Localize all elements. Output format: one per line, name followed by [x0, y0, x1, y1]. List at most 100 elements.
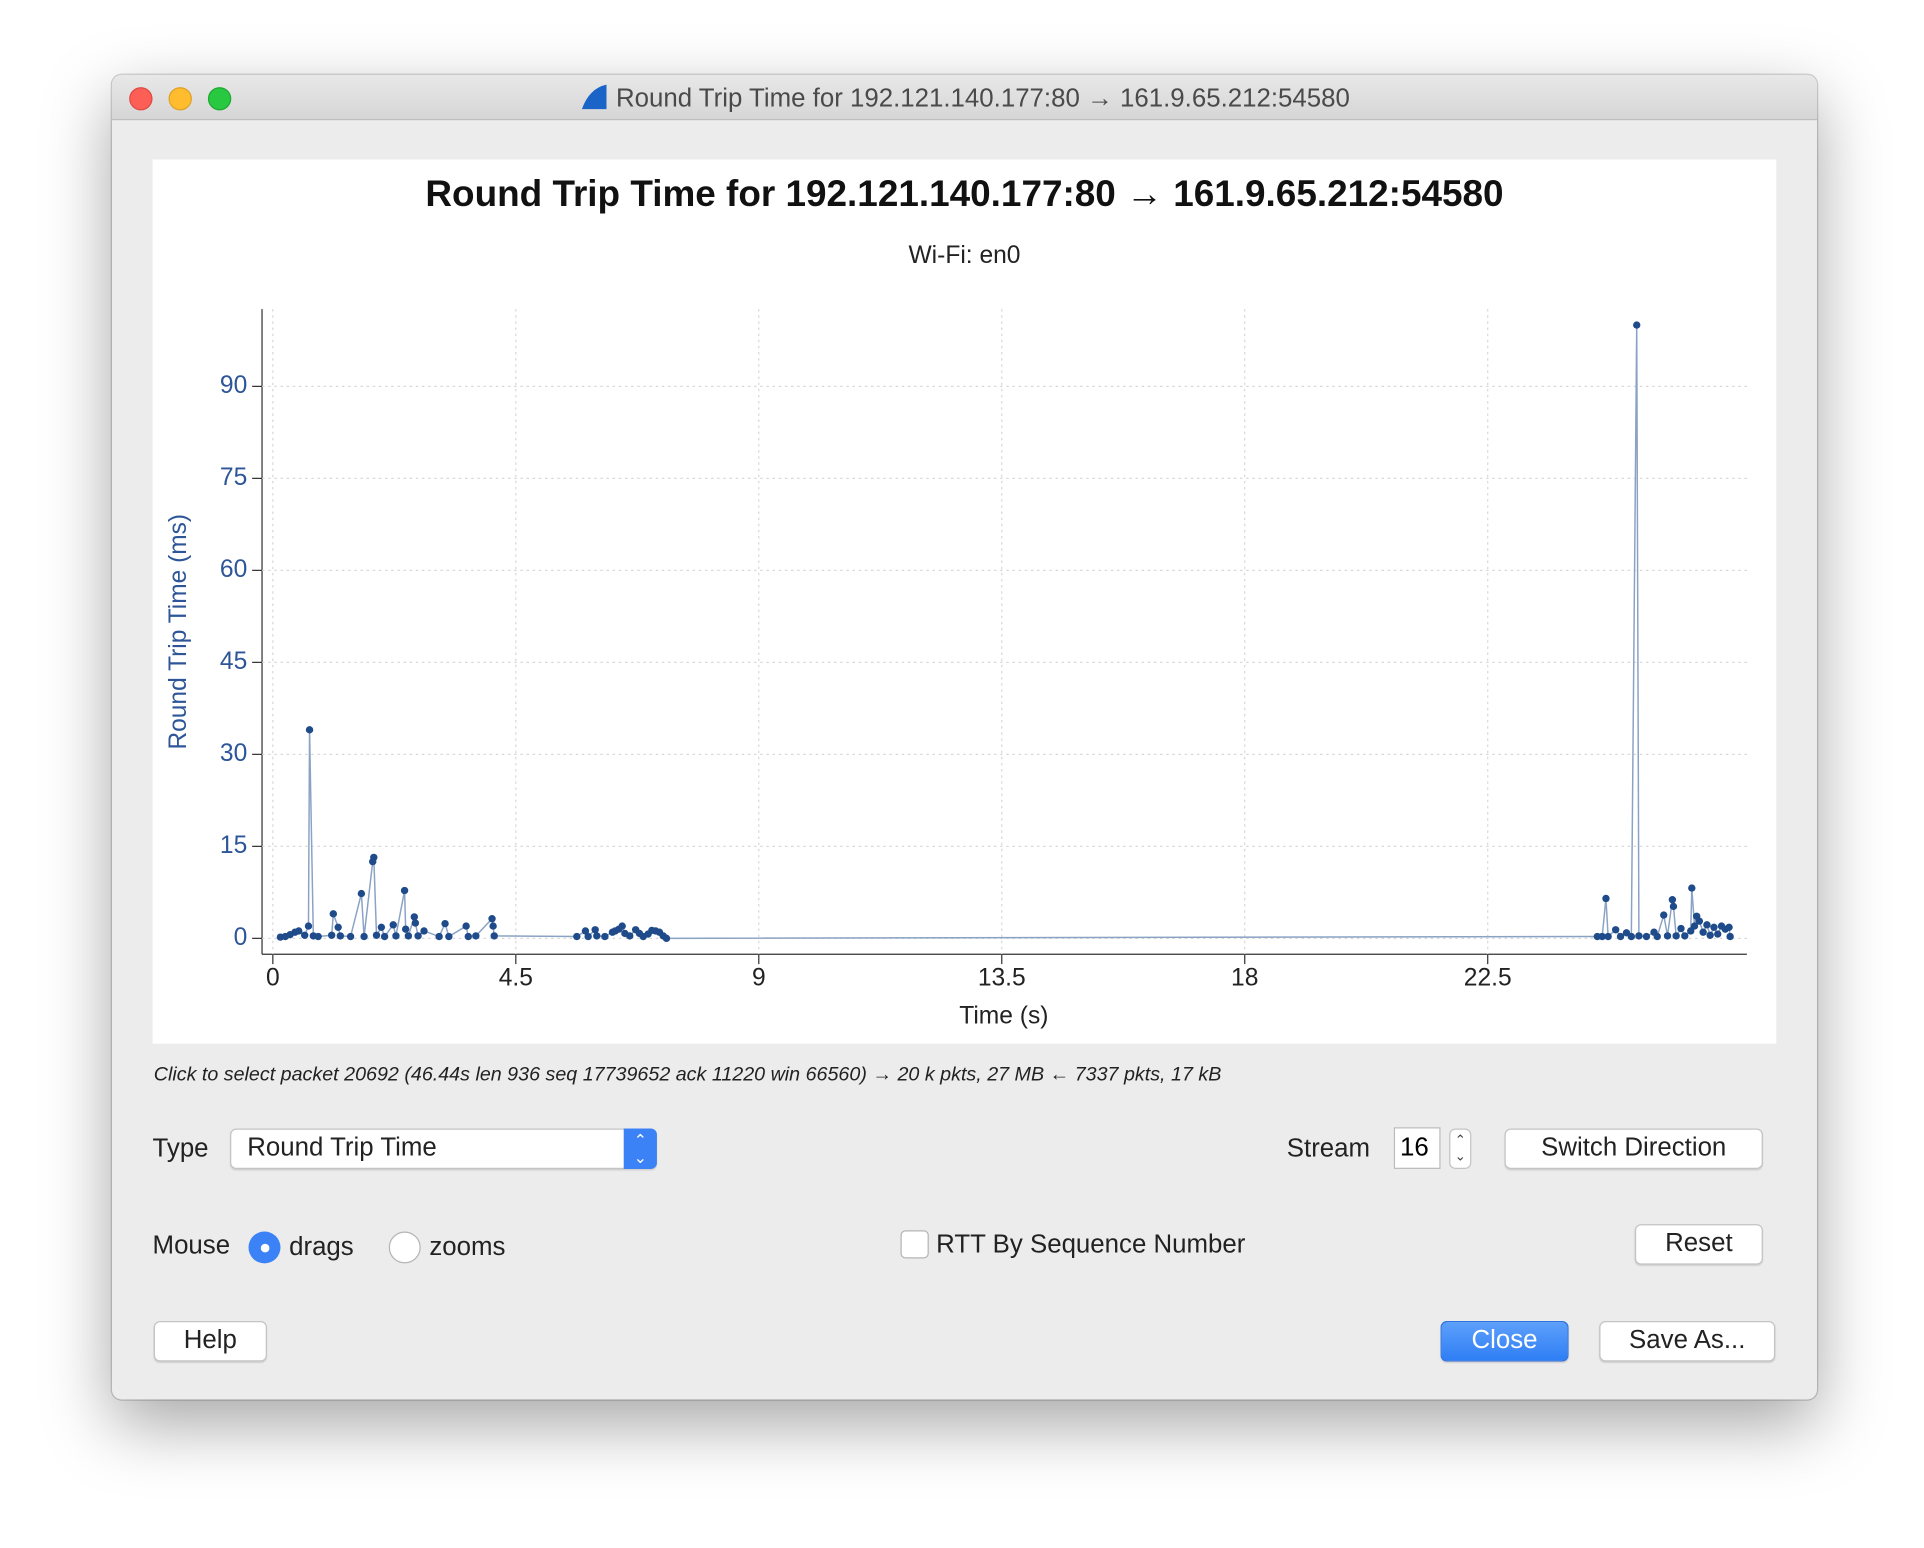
rtt-point [591, 926, 599, 934]
rtt-point [490, 932, 498, 940]
stream-label: Stream [1286, 1134, 1371, 1163]
rtt-point [435, 932, 443, 941]
rtt-point [1669, 902, 1678, 911]
rtt-point [618, 922, 626, 930]
rtt-point [1602, 894, 1610, 903]
rtt-seq-checkbox[interactable] [900, 1230, 929, 1259]
rtt-point [662, 934, 671, 943]
window-title-text: Round Trip Time for 192.121.140.177:80 →… [615, 84, 1350, 113]
chart[interactable]: Round Trip Time for 192.121.140.177:80 →… [152, 159, 1777, 1044]
select-arrows: ⌃ ⌄ [623, 1128, 657, 1169]
type-label: Type [152, 1134, 209, 1163]
rtt-point [295, 927, 303, 935]
y-tick-label: 90 [220, 372, 247, 399]
rtt-point [410, 913, 418, 921]
close-light[interactable] [129, 87, 153, 111]
x-tick-label: 18 [1231, 964, 1258, 991]
rtt-point [1611, 926, 1620, 934]
rtt-point [411, 919, 420, 927]
minimize-light[interactable] [168, 87, 192, 111]
rtt-point [1726, 932, 1734, 941]
rtt-point [489, 922, 497, 930]
chart-background [152, 159, 1777, 1044]
save-as-button[interactable]: Save As... [1599, 1321, 1776, 1362]
rtt-point [1695, 917, 1704, 925]
rtt-point [1706, 931, 1714, 939]
rtt-point [1714, 930, 1722, 938]
rtt-point [305, 726, 314, 734]
type-select[interactable]: Round Trip Time ⌃ ⌄ [230, 1128, 657, 1169]
rtt-point [1725, 923, 1733, 931]
rtt-point [1598, 932, 1606, 941]
y-tick-label: 45 [220, 648, 247, 675]
zoom-light[interactable] [207, 87, 232, 111]
switch-direction-button[interactable]: Switch Direction [1504, 1128, 1763, 1169]
rtt-point [334, 923, 342, 931]
y-tick-label: 60 [220, 556, 247, 583]
rtt-point [1633, 321, 1641, 329]
rtt-point [346, 932, 355, 941]
rtt-point [581, 927, 590, 935]
x-tick-label: 22.5 [1464, 964, 1512, 991]
rtt-point [1699, 928, 1707, 936]
type-value: Round Trip Time [247, 1133, 437, 1162]
y-tick-label: 75 [220, 464, 247, 491]
stream-stepper[interactable]: ⌃ ⌄ [1449, 1128, 1472, 1169]
rtt-point [1653, 932, 1661, 941]
rtt-point [392, 932, 400, 940]
y-tick-label: 30 [220, 740, 247, 767]
rtt-point [464, 932, 472, 941]
x-tick-label: 9 [752, 964, 766, 991]
rtt-point [1703, 921, 1711, 929]
zooms-label: zooms [429, 1232, 506, 1261]
rtt-point [314, 932, 322, 941]
rtt-seq-label: RTT By Sequence Number [936, 1230, 1246, 1259]
rtt-point [401, 925, 410, 933]
stream-input[interactable]: 16 [1393, 1127, 1441, 1169]
chart-subtitle: Wi-Fi: en0 [908, 242, 1020, 269]
rtt-point [472, 932, 480, 940]
rtt-point [327, 931, 336, 939]
rtt-point [1681, 932, 1689, 940]
y-tick-label: 0 [234, 924, 248, 951]
rtt-point [584, 932, 592, 941]
rtt-point [329, 910, 337, 918]
rtt-point [1635, 932, 1643, 940]
close-button[interactable]: Close [1440, 1321, 1569, 1362]
rtt-point [1660, 911, 1668, 919]
y-tick-label: 15 [220, 832, 247, 859]
rtt-point [1710, 923, 1718, 931]
help-button[interactable]: Help [153, 1321, 267, 1362]
reset-button[interactable]: Reset [1634, 1224, 1763, 1265]
rtt-point [462, 922, 470, 930]
rtt-point [593, 932, 601, 940]
chart-title: Round Trip Time for 192.121.140.177:80 →… [425, 173, 1503, 214]
rtt-point [1688, 884, 1696, 892]
app-icon [581, 84, 607, 110]
zooms-radio[interactable] [388, 1231, 421, 1264]
status-text: Click to select packet 20692 (46.44s len… [153, 1064, 1222, 1086]
rtt-point [1663, 932, 1672, 940]
rtt-point [573, 932, 581, 941]
x-tick-label: 13.5 [978, 964, 1026, 991]
rtt-point [1668, 896, 1677, 904]
rtt-point [404, 932, 413, 940]
drags-label: drags [289, 1232, 354, 1261]
rtt-point [372, 931, 381, 939]
rtt-point [360, 932, 368, 941]
rtt-point [414, 932, 422, 940]
rtt-point [441, 919, 449, 928]
rtt-point [1672, 932, 1680, 940]
rtt-point [357, 889, 366, 898]
rtt-point [300, 931, 309, 939]
rtt-point [380, 932, 389, 941]
mouse-label: Mouse [152, 1231, 231, 1260]
rtt-point [626, 932, 634, 940]
rtt-point [304, 922, 313, 930]
title-bar: Round Trip Time for 192.121.140.177:80 →… [111, 74, 1818, 121]
y-axis-label: Round Trip Time (ms) [165, 514, 192, 750]
drags-radio[interactable] [248, 1231, 281, 1264]
rtt-point [488, 915, 496, 923]
